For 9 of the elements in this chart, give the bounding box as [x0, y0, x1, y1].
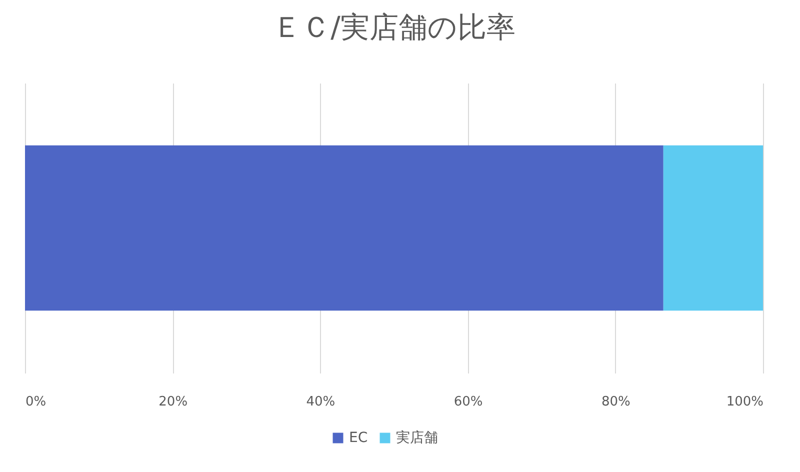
- x-tick-label: 100%: [726, 394, 764, 410]
- x-tick-label: 80%: [601, 394, 630, 410]
- x-tick-label: 0%: [26, 394, 46, 410]
- x-tick-label: 40%: [306, 394, 336, 410]
- chart-title: ＥＣ/実店舗の比率: [272, 10, 516, 44]
- legend-label: 実店舗: [396, 430, 438, 446]
- x-tick-label: 20%: [158, 394, 188, 410]
- legend-label: EC: [349, 430, 368, 446]
- x-tick-label: 60%: [454, 394, 483, 410]
